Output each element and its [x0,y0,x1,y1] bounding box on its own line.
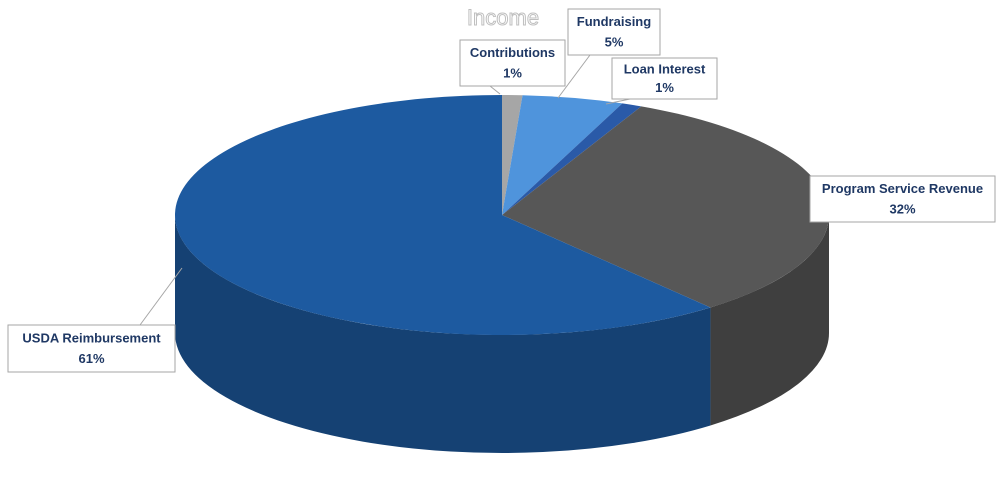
chart-title: Income [467,5,539,30]
value-label: 61% [78,351,104,366]
slice [502,103,642,215]
category-label: Contributions [470,45,555,60]
label-box [611,57,718,100]
slice [502,95,623,215]
slice [174,95,711,335]
category-label: Fundraising [577,14,651,29]
category-label: Program Service Revenue [822,181,983,196]
label-box [7,324,176,373]
leader-line [139,267,183,326]
label-box [459,39,566,87]
value-label: 1% [503,65,522,80]
slice [502,106,830,308]
leader-line [489,85,501,95]
slice [502,95,523,215]
leader-line [557,54,591,99]
category-label: Loan Interest [624,62,706,77]
label-box [567,8,661,56]
value-label: 1% [655,80,674,95]
value-label: 5% [605,34,624,49]
value-label: 32% [889,201,915,216]
category-label: USDA Reimbursement [22,331,161,346]
slice-side [710,215,829,426]
leader-line [605,98,631,105]
label-box [809,175,996,223]
slice-side [175,215,711,453]
